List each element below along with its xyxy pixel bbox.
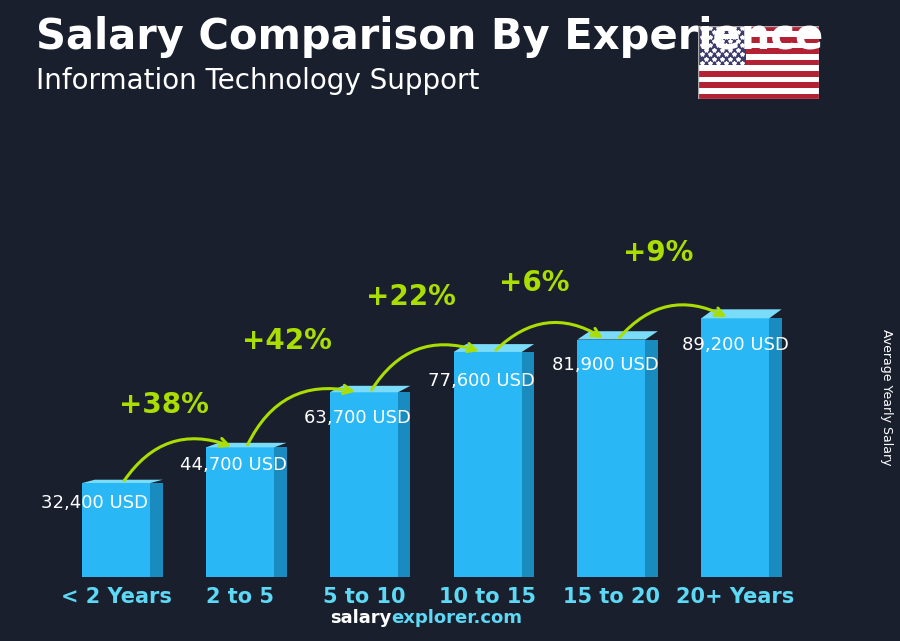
Text: 89,200 USD: 89,200 USD bbox=[682, 337, 788, 354]
Bar bbox=[330, 392, 398, 577]
Text: +9%: +9% bbox=[624, 238, 694, 267]
Text: +22%: +22% bbox=[366, 283, 456, 312]
Polygon shape bbox=[274, 447, 286, 577]
Polygon shape bbox=[206, 443, 286, 447]
Bar bbox=[698, 65, 819, 71]
Polygon shape bbox=[150, 483, 163, 577]
Text: explorer.com: explorer.com bbox=[392, 609, 523, 627]
Bar bbox=[83, 483, 150, 577]
Text: Information Technology Support: Information Technology Support bbox=[36, 67, 480, 96]
Polygon shape bbox=[770, 319, 781, 577]
Text: +42%: +42% bbox=[242, 328, 332, 355]
Polygon shape bbox=[454, 344, 534, 352]
Bar bbox=[698, 31, 819, 37]
Text: 77,600 USD: 77,600 USD bbox=[428, 372, 535, 390]
Text: 63,700 USD: 63,700 USD bbox=[304, 409, 411, 427]
Text: 32,400 USD: 32,400 USD bbox=[40, 494, 148, 512]
Bar bbox=[578, 340, 645, 577]
Text: salary: salary bbox=[330, 609, 392, 627]
Text: Average Yearly Salary: Average Yearly Salary bbox=[880, 329, 893, 465]
Text: Salary Comparison By Experience: Salary Comparison By Experience bbox=[36, 16, 824, 58]
Bar bbox=[698, 60, 819, 65]
Bar bbox=[698, 43, 819, 48]
Polygon shape bbox=[330, 386, 410, 392]
Polygon shape bbox=[645, 340, 658, 577]
Polygon shape bbox=[701, 310, 781, 319]
Bar bbox=[698, 48, 819, 54]
Bar bbox=[454, 352, 522, 577]
Bar bbox=[698, 94, 819, 99]
Polygon shape bbox=[578, 331, 658, 340]
Text: +6%: +6% bbox=[500, 269, 570, 297]
Bar bbox=[701, 319, 770, 577]
Bar bbox=[698, 26, 819, 31]
Bar bbox=[698, 88, 819, 94]
Bar bbox=[698, 37, 819, 43]
Text: +38%: +38% bbox=[119, 391, 209, 419]
Bar bbox=[698, 77, 819, 82]
Text: 44,700 USD: 44,700 USD bbox=[181, 456, 287, 474]
Bar bbox=[698, 71, 819, 77]
Bar bbox=[698, 20, 746, 65]
Polygon shape bbox=[83, 479, 163, 483]
Bar bbox=[206, 447, 274, 577]
Text: 81,900 USD: 81,900 USD bbox=[552, 356, 659, 374]
Polygon shape bbox=[398, 392, 410, 577]
Bar bbox=[698, 54, 819, 60]
Polygon shape bbox=[522, 352, 534, 577]
Bar bbox=[698, 82, 819, 88]
